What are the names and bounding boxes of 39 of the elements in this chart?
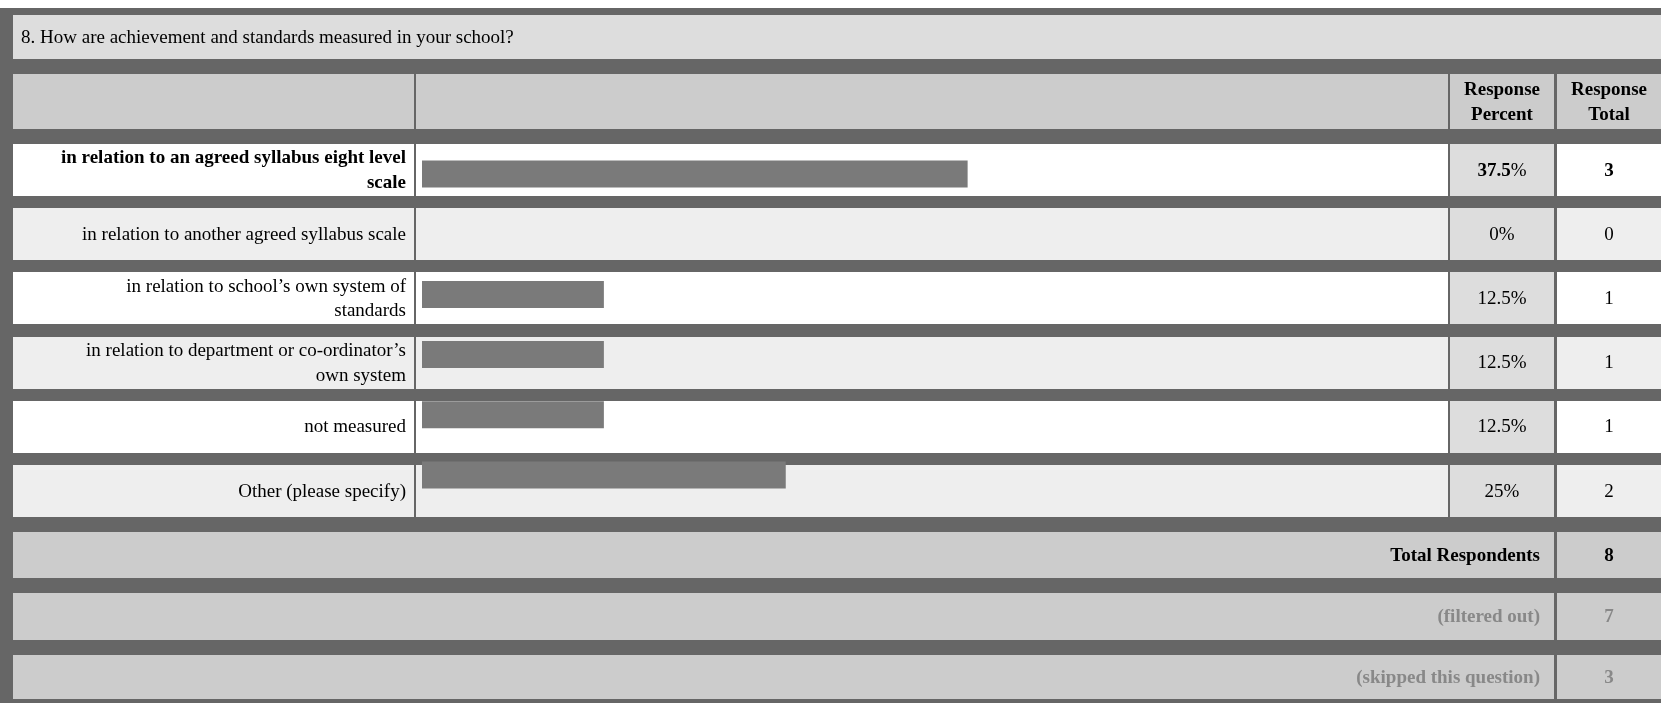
table-cell: 12.5%	[1450, 336, 1554, 389]
table-cell: Response Percent	[1450, 74, 1554, 129]
y-tick-label: in relation to an agreed syllabus eight level scale	[60, 145, 406, 195]
table-cell: in relation to school’s own system of standards	[13, 272, 414, 325]
table-cell: 3	[1557, 144, 1661, 197]
table-cell: 3	[1557, 655, 1661, 699]
table-cell: 8	[1557, 532, 1661, 578]
y-tick-label: in relation to another agreed syllabus scale	[82, 221, 406, 246]
table-cell: 37.5%	[1450, 144, 1554, 197]
table-cell: in relation to an agreed syllabus eight level scale	[13, 144, 414, 197]
y-tick-label: not measured	[304, 414, 406, 439]
data-label: 12.5%	[1477, 414, 1527, 439]
table-cell: 8. How are achievement and standards measured in your school?	[13, 15, 1661, 59]
table-cell: 12.5%	[1450, 400, 1554, 453]
table-cell: (skipped this question)	[13, 655, 1554, 699]
table-cell: not measured	[13, 400, 414, 453]
table-cell: Response Total	[1557, 74, 1661, 129]
table-cell: 25%	[1450, 464, 1554, 517]
table-cell: 2	[1557, 464, 1661, 517]
table-cell: 1	[1557, 400, 1661, 453]
table-cell: 12.5%	[1450, 272, 1554, 325]
table-cell: 0%	[1450, 208, 1554, 261]
table-cell: 1	[1557, 336, 1661, 389]
table-cell: Total Respondents	[13, 532, 1554, 578]
table-cell: 7	[1557, 593, 1661, 640]
data-label: 25%	[1484, 478, 1520, 503]
table-cell: 0	[1557, 208, 1661, 261]
table-cell: 1	[1557, 272, 1661, 325]
y-tick-label: in relation to school’s own system of standards	[125, 273, 406, 323]
table-cell: in relation to another agreed syllabus scale	[13, 208, 414, 261]
table-cell: in relation to department or co-ordinator’s own system	[13, 336, 414, 389]
data-label: 0%	[1489, 221, 1515, 246]
data-label: 12.5%	[1477, 350, 1527, 375]
table-cell: (filtered out)	[13, 593, 1554, 640]
y-tick-label: in relation to department or co-ordinator’s own system	[85, 337, 406, 387]
table-cell: Other (please specify)	[13, 464, 414, 517]
y-tick-label: Other (please specify)	[238, 478, 406, 503]
data-label: 37.5%	[1477, 157, 1527, 182]
data-label: 12.5%	[1477, 286, 1527, 311]
